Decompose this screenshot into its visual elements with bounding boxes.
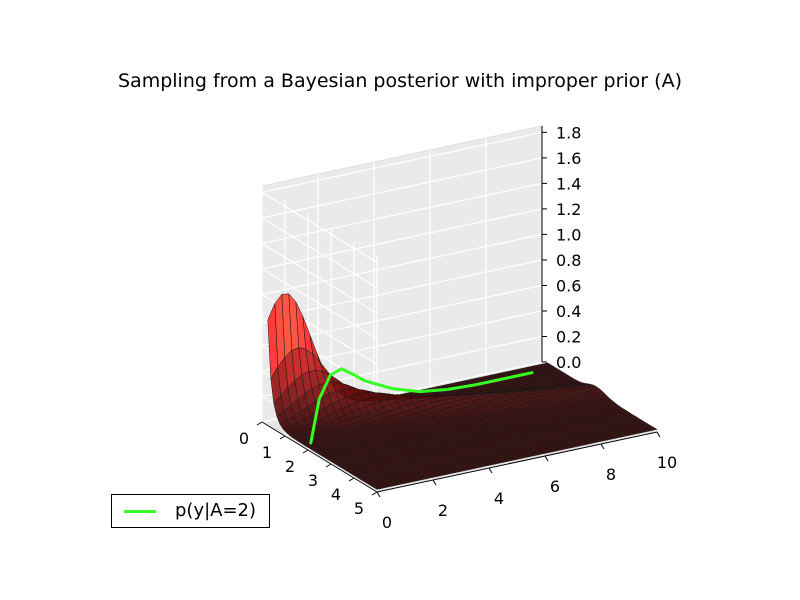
y-tick-mark <box>432 479 437 486</box>
y-tick-labels: 0 2 4 6 8 10 <box>382 453 677 532</box>
x-tick-mark <box>371 491 378 496</box>
chart-title: Sampling from a Bayesian posterior with … <box>118 70 682 92</box>
z-tick-label: 1.4 <box>556 174 581 193</box>
legend-label: p(y|A=2) <box>175 500 257 521</box>
y-tick-label: 2 <box>438 501 448 520</box>
z-tick-label: 0.2 <box>556 327 581 346</box>
x-tick-mark <box>325 463 332 468</box>
y-tick-label: 4 <box>494 489 504 508</box>
y-tick-label: 8 <box>606 465 616 484</box>
z-tick-label: 0.8 <box>556 251 581 270</box>
z-tick-label: 0.6 <box>556 276 581 295</box>
legend: p(y|A=2) <box>111 494 270 528</box>
axis-lines <box>256 126 661 498</box>
legend-swatch <box>124 510 156 513</box>
x-tick-label: 5 <box>354 499 364 518</box>
y-tick-label: 10 <box>657 453 677 472</box>
grid-line-z-right <box>261 233 543 296</box>
z-tick-label: 0.0 <box>556 353 581 372</box>
series-curve <box>309 367 534 445</box>
y-tick-mark <box>488 467 493 474</box>
x-tick-label: 0 <box>239 429 249 448</box>
grid-line-z-left <box>261 191 378 263</box>
y-tick-mark <box>656 431 661 438</box>
y-tick-mark <box>544 455 549 462</box>
x-tick-label: 1 <box>262 443 272 462</box>
z-tick-label: 0.4 <box>556 302 581 321</box>
grid-line-z-left <box>261 242 378 314</box>
grid-line-z-right <box>261 182 543 244</box>
x-tick-mark <box>348 477 355 482</box>
x-tick-mark <box>302 449 309 454</box>
z-tick-labels: 0.0 0.2 0.4 0.6 0.8 1.0 1.2 1.4 1.6 1.8 <box>556 123 581 372</box>
grid-line-z-left <box>261 217 378 289</box>
z-tick-label: 1.2 <box>556 200 581 219</box>
grid-line-z-right <box>261 131 543 193</box>
series-line-p-y-a2 <box>309 367 534 445</box>
x-axis-line <box>261 421 378 493</box>
z-tick-label: 1.0 <box>556 225 581 244</box>
x-tick-mark <box>256 421 263 426</box>
z-tick-label: 1.8 <box>556 123 581 142</box>
surface-mesh <box>267 293 658 490</box>
y-tick-label: 6 <box>550 477 560 496</box>
x-tick-mark <box>279 435 286 440</box>
y-tick-label: 0 <box>382 513 392 532</box>
x-tick-label: 4 <box>331 485 341 504</box>
grid-line-z-right <box>261 208 543 270</box>
x-tick-label: 2 <box>285 457 295 476</box>
grid-line-z-right <box>261 259 543 321</box>
surface-cell <box>373 485 385 490</box>
x-tick-label: 3 <box>308 471 318 490</box>
grid-line-z-left <box>261 268 378 340</box>
z-tick-label: 1.6 <box>556 149 581 168</box>
y-tick-mark <box>376 491 381 498</box>
y-axis-line <box>376 431 658 493</box>
y-tick-mark <box>600 443 605 450</box>
grid-line-z-right <box>261 157 543 219</box>
